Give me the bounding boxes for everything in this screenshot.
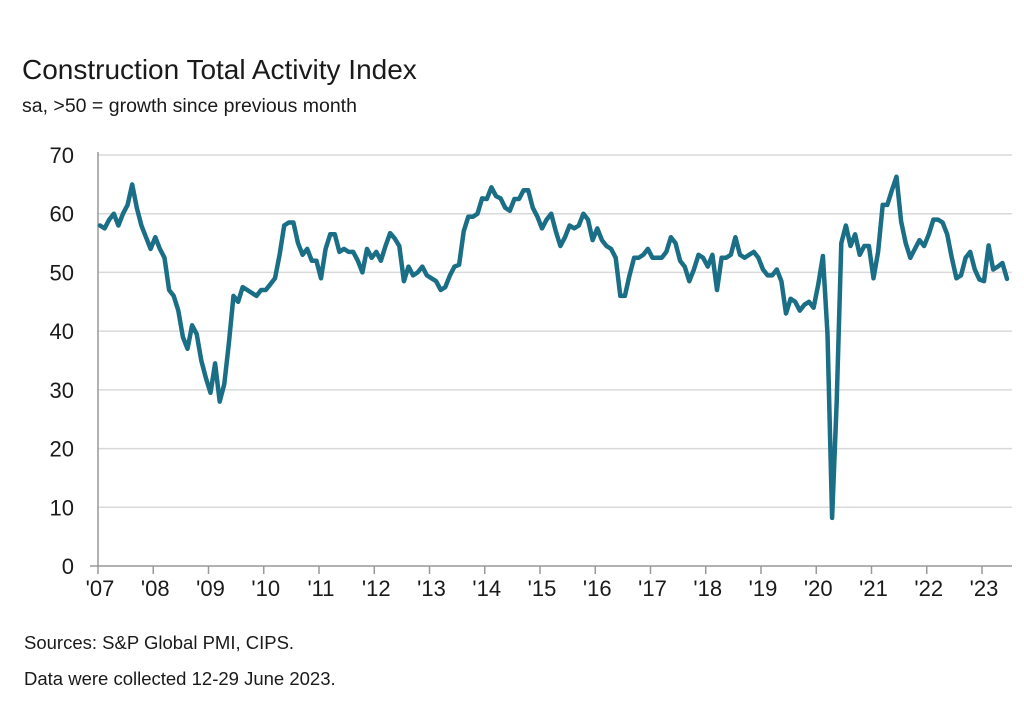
footnote-sources: Sources: S&P Global PMI, CIPS. (24, 632, 294, 653)
x-axis: '07 '08 '09 '10 '11 '12 '13 '14 '15 '16 '17 '18 '19 '… (86, 565, 1012, 601)
y-tick-label: 0 (62, 554, 74, 579)
x-tick-label: '13 (417, 576, 446, 601)
y-axis: 0 10 20 30 40 50 60 70 (50, 143, 99, 579)
x-tick-label: '21 (859, 576, 888, 601)
x-tick-label: '07 (86, 576, 115, 601)
y-tick-label: 40 (50, 319, 74, 344)
x-tick-label: '15 (528, 576, 557, 601)
y-tick-label: 70 (50, 143, 74, 168)
y-tick-label: 20 (50, 437, 74, 462)
x-tick-label: '11 (307, 576, 334, 601)
x-tick-label: '19 (749, 576, 778, 601)
x-tick-label: '16 (583, 576, 612, 601)
y-tick-label: 50 (50, 260, 74, 285)
y-tick-label: 10 (50, 495, 74, 520)
x-tick-label: '14 (472, 576, 501, 601)
x-tick-label: '22 (914, 576, 943, 601)
series-line (97, 174, 1010, 521)
y-tick-label: 60 (50, 202, 74, 227)
x-tick-label: '20 (804, 576, 833, 601)
gridlines (98, 154, 1012, 509)
chart-title: Construction Total Activity Index (22, 54, 417, 85)
chart-subtitle: sa, >50 = growth since previous month (22, 95, 357, 117)
x-tick-label: '12 (362, 576, 391, 601)
x-tick-label: '09 (196, 576, 225, 601)
x-tick-label: '17 (638, 576, 667, 601)
x-tick-label: '10 (251, 576, 280, 601)
x-tick-label: '18 (693, 576, 722, 601)
x-tick-label: '08 (141, 576, 170, 601)
footnote-collection: Data were collected 12-29 June 2023. (24, 668, 336, 689)
x-tick-label: '23 (970, 576, 999, 601)
y-tick-label: 30 (50, 378, 74, 403)
